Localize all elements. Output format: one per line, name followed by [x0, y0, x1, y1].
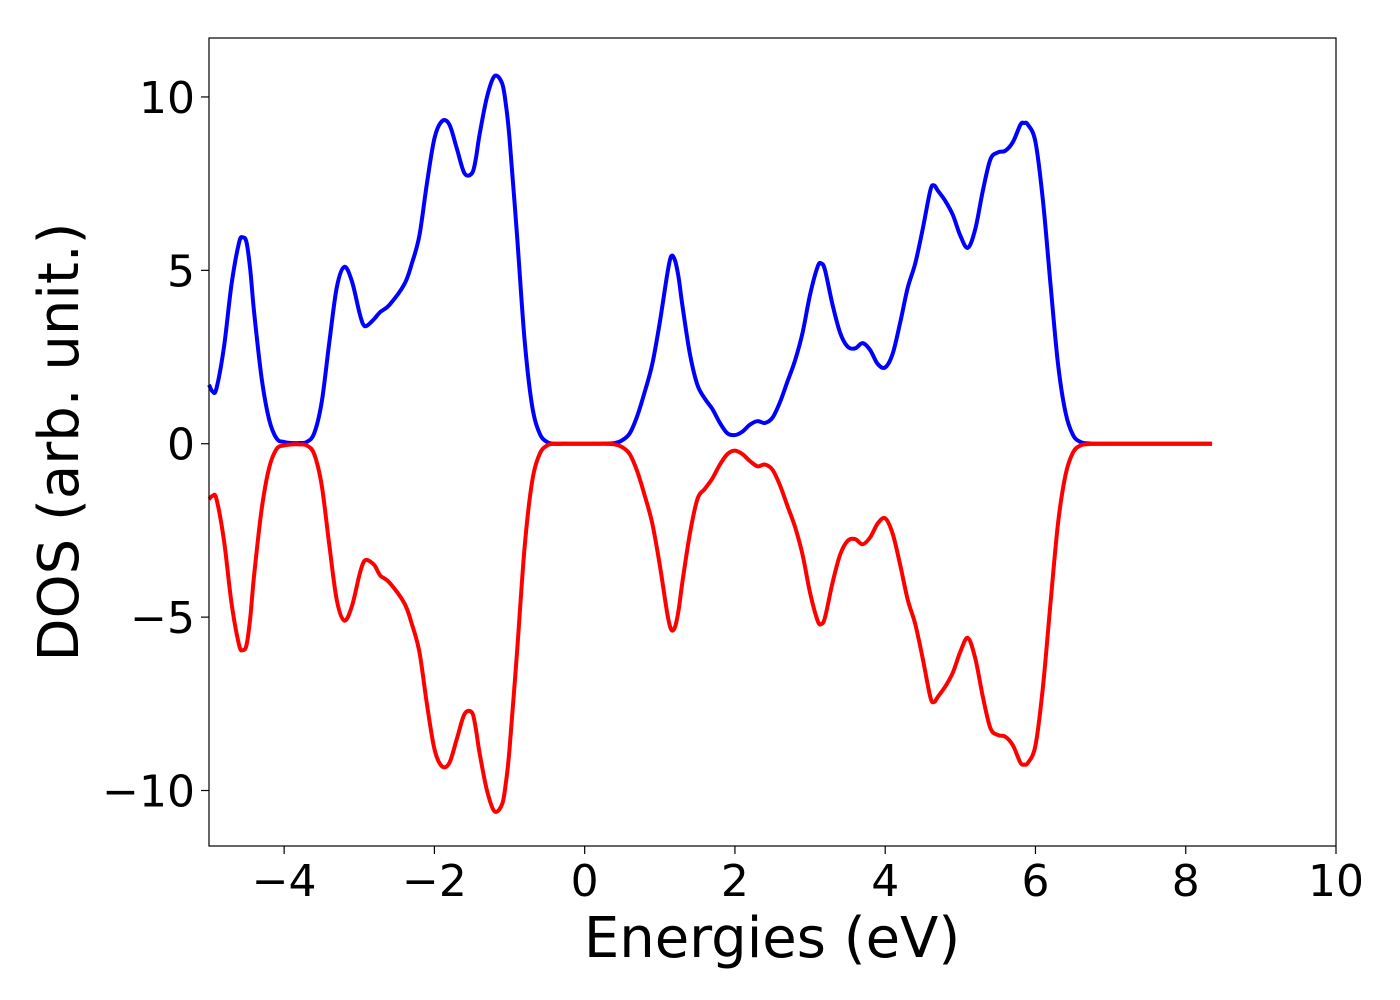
y-axis-label: DOS (arb. unit.): [27, 222, 92, 661]
y-tick-label: 0: [167, 420, 195, 471]
y-tick-label: 5: [167, 246, 195, 297]
x-tick-label: 10: [1308, 856, 1364, 907]
plot-frame: [208, 37, 1337, 847]
series-line-up: [207, 73, 1213, 446]
y-tick-label: −10: [102, 767, 195, 818]
x-tick-label: 6: [1021, 856, 1049, 907]
x-tick-label: −2: [402, 856, 467, 907]
y-tick-label: −5: [130, 593, 195, 644]
x-tick-label: 4: [871, 856, 899, 907]
x-tick-label: 0: [571, 856, 599, 907]
x-tick-label: 2: [721, 856, 749, 907]
x-tick-label: −4: [252, 856, 317, 907]
y-tick-label: 10: [139, 73, 195, 124]
series-layer: [207, 73, 1213, 814]
y-axis: −10 −5 0 5 10: [102, 73, 209, 818]
x-axis-label: Energies (eV): [584, 906, 960, 971]
series-line-down: [207, 441, 1213, 814]
x-tick-label: 8: [1172, 856, 1200, 907]
x-axis: −4 −2 0 2 4 6 8 10: [252, 846, 1364, 907]
